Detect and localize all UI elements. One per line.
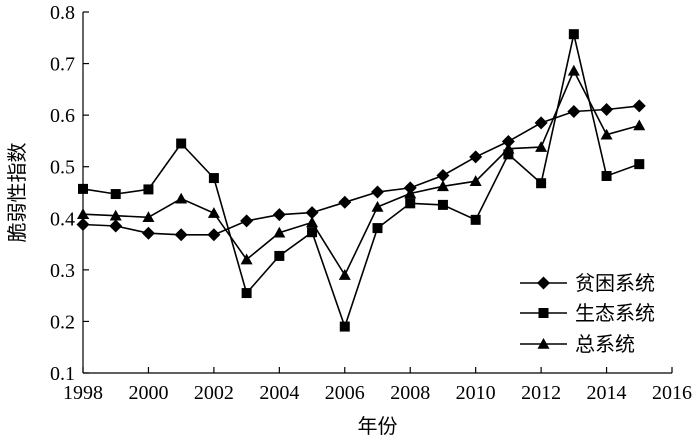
x-tick-label: 2014 bbox=[587, 382, 627, 404]
data-point-triangle bbox=[142, 211, 155, 223]
y-tick-label: 0.7 bbox=[50, 54, 75, 76]
data-point-square bbox=[78, 183, 88, 194]
data-point-triangle bbox=[207, 207, 220, 218]
legend-label: 生态系统 bbox=[575, 301, 655, 325]
series-layer bbox=[76, 29, 646, 332]
x-axis-title: 年份 bbox=[358, 414, 398, 438]
data-point-triangle bbox=[338, 269, 351, 280]
legend-marker bbox=[538, 308, 549, 318]
series-square bbox=[78, 29, 645, 332]
data-point-square bbox=[274, 250, 285, 261]
series-line-diamond bbox=[82, 105, 640, 236]
y-tick-label: 0.3 bbox=[50, 260, 75, 282]
data-point-triangle bbox=[600, 128, 613, 140]
series-triangle bbox=[77, 64, 646, 280]
x-tick-label: 1998 bbox=[63, 382, 103, 404]
data-point-diamond bbox=[272, 208, 286, 222]
data-point-triangle bbox=[240, 253, 253, 265]
x-tick-label: 2000 bbox=[128, 382, 168, 404]
data-point-square bbox=[307, 227, 318, 238]
series-line-triangle bbox=[82, 68, 640, 277]
data-point-diamond bbox=[305, 206, 319, 220]
data-point-diamond bbox=[109, 219, 123, 233]
data-point-diamond bbox=[534, 116, 548, 130]
x-tick-label: 2008 bbox=[390, 382, 430, 404]
data-point-square bbox=[634, 159, 645, 170]
data-point-square bbox=[568, 29, 579, 40]
data-point-triangle bbox=[567, 64, 580, 76]
data-point-triangle bbox=[371, 200, 384, 212]
data-point-diamond bbox=[76, 217, 90, 231]
y-axis-title: 脆弱性指数 bbox=[5, 143, 29, 243]
data-point-diamond bbox=[207, 228, 221, 242]
y-tick-label: 0.4 bbox=[50, 208, 75, 230]
data-point-square bbox=[176, 138, 187, 149]
data-point-square bbox=[470, 214, 481, 225]
x-tick-label: 2016 bbox=[652, 382, 692, 404]
legend-entry: 总系统 bbox=[520, 332, 635, 356]
data-point-diamond bbox=[338, 195, 352, 209]
axes: 0.1 0.2 0.3 0.4 0.5 0.6 0.7 0.8 1998 2000 2002 2004… bbox=[50, 2, 692, 404]
data-point-square bbox=[339, 321, 350, 332]
data-point-square bbox=[143, 184, 154, 195]
data-point-triangle bbox=[109, 209, 122, 221]
data-point-square bbox=[536, 178, 547, 189]
data-point-square bbox=[372, 223, 383, 234]
x-tick-label: 2004 bbox=[259, 382, 299, 404]
data-point-diamond bbox=[174, 228, 188, 242]
data-point-square bbox=[601, 170, 612, 181]
data-point-square bbox=[437, 199, 448, 210]
y-tick-label: 0.2 bbox=[50, 311, 75, 333]
data-point-diamond bbox=[501, 134, 515, 148]
y-tick-label: 0.8 bbox=[50, 2, 75, 24]
data-point-square bbox=[503, 149, 514, 160]
series-line-square bbox=[82, 34, 640, 330]
x-tick-label: 2012 bbox=[521, 382, 561, 404]
data-point-square bbox=[110, 189, 121, 200]
data-point-diamond bbox=[240, 214, 254, 228]
x-tick-label: 2002 bbox=[194, 382, 234, 404]
x-tick-label: 2006 bbox=[325, 382, 365, 404]
legend-label: 总系统 bbox=[575, 332, 635, 356]
data-point-diamond bbox=[371, 185, 384, 199]
data-point-triangle bbox=[77, 208, 89, 219]
data-point-triangle bbox=[502, 142, 515, 154]
legend-marker bbox=[537, 338, 550, 349]
data-point-triangle bbox=[273, 226, 286, 238]
data-point-triangle bbox=[633, 119, 646, 131]
data-point-triangle bbox=[306, 216, 319, 228]
y-tick-label: 0.5 bbox=[50, 157, 75, 179]
data-point-diamond bbox=[141, 226, 155, 240]
legend-entry: 贫困系统 bbox=[520, 271, 655, 295]
y-tick-label: 0.6 bbox=[50, 105, 75, 127]
data-point-triangle bbox=[469, 175, 482, 186]
data-point-square bbox=[241, 288, 252, 299]
data-point-diamond bbox=[600, 102, 614, 116]
legend-entry: 生态系统 bbox=[520, 301, 655, 325]
series-diamond bbox=[76, 99, 646, 242]
x-tick-label: 2010 bbox=[456, 382, 496, 404]
legend-marker bbox=[537, 276, 550, 290]
data-point-diamond bbox=[567, 105, 581, 119]
data-point-triangle bbox=[535, 141, 548, 152]
data-point-square bbox=[208, 173, 219, 184]
legend-label: 贫困系统 bbox=[575, 271, 655, 295]
data-point-triangle bbox=[436, 180, 449, 192]
data-point-diamond bbox=[436, 168, 450, 182]
data-point-triangle bbox=[175, 192, 188, 204]
data-point-diamond bbox=[469, 150, 483, 164]
data-point-square bbox=[405, 198, 416, 209]
data-point-diamond bbox=[632, 99, 646, 113]
y-tick-label: 0.1 bbox=[50, 363, 75, 385]
data-point-triangle bbox=[404, 187, 417, 199]
